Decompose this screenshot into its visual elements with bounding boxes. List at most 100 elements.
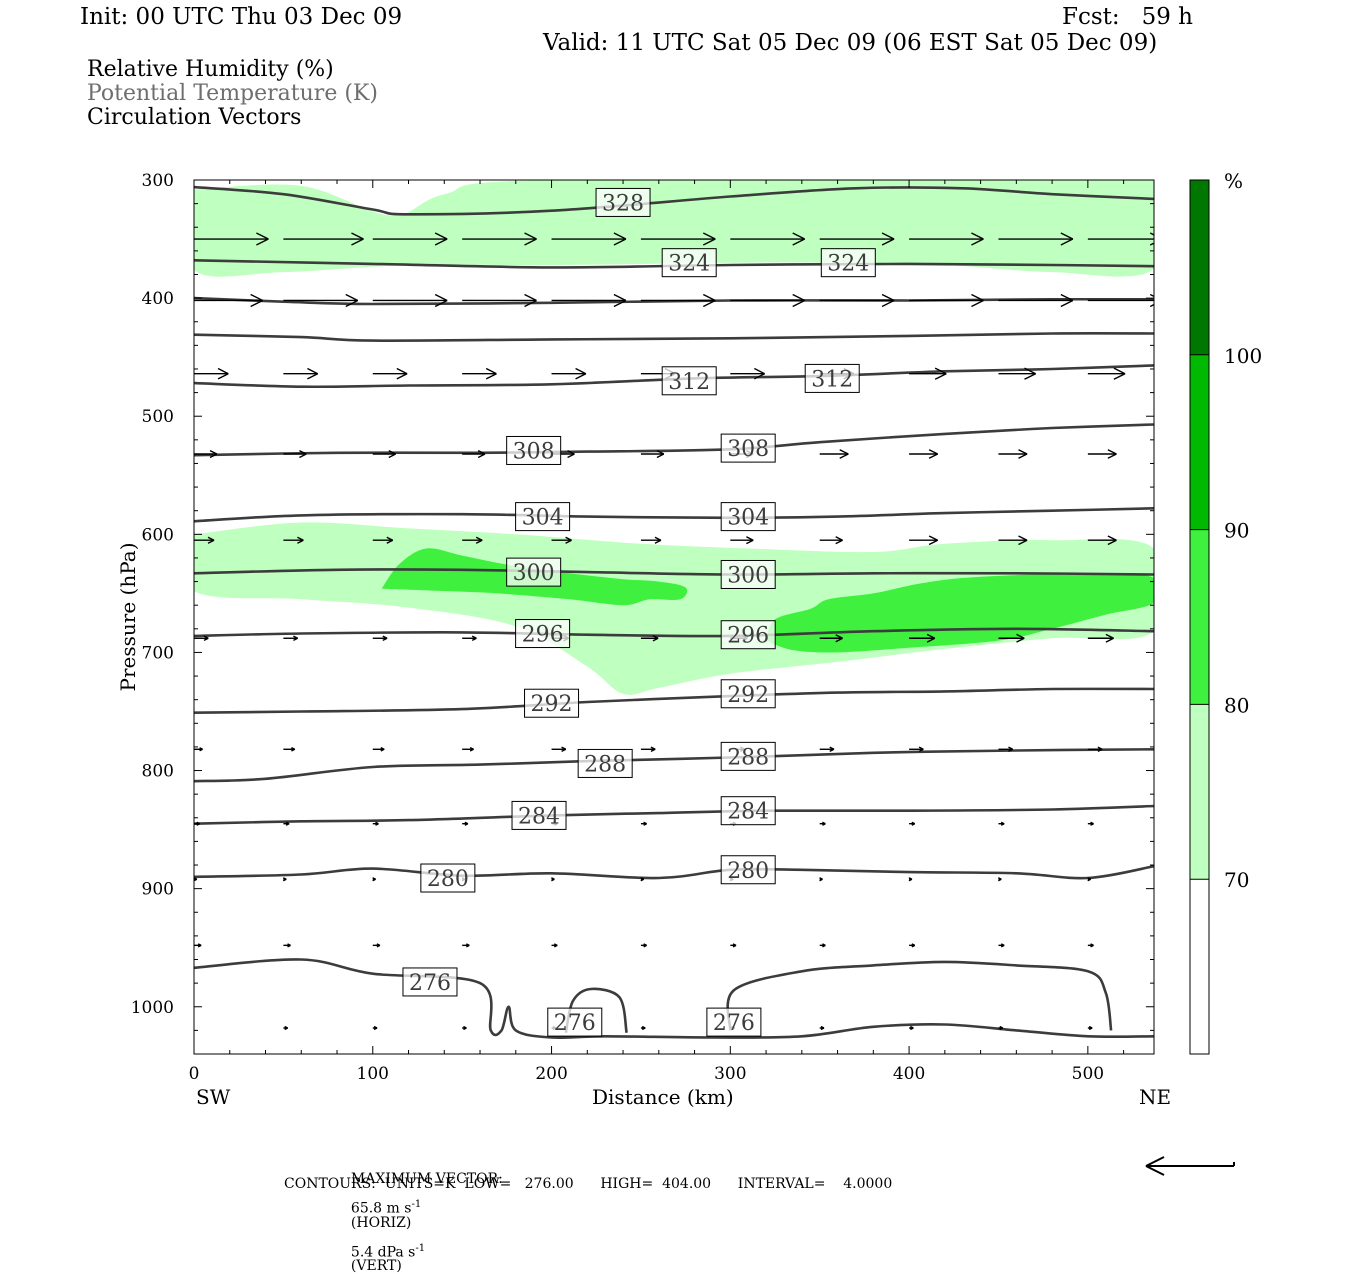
- theta-label-text: 292: [727, 683, 769, 708]
- vector-arrow: [551, 877, 555, 882]
- vector-arrow: [730, 821, 737, 826]
- vector-arrow: [1087, 943, 1094, 948]
- vector-arrow: [640, 635, 659, 642]
- vector-arrow: [372, 821, 379, 826]
- y-axis-label: Pressure (hPa): [116, 542, 140, 692]
- x-tick-label: 400: [893, 1064, 925, 1084]
- x-axis-label: Distance (km): [592, 1085, 734, 1109]
- theta-label-276: 276: [547, 1007, 603, 1037]
- theta-label-324: 324: [661, 248, 717, 278]
- theta-contour-320: [194, 296, 1154, 306]
- vector-arrow: [551, 536, 572, 544]
- vector-arrow: [194, 536, 215, 544]
- theta-contour-288: [194, 748, 1154, 783]
- theta-contour-300: [194, 568, 1154, 576]
- vector-arrow: [462, 232, 537, 246]
- theta-contour-276: [194, 958, 1154, 1040]
- vector-arrow: [1087, 293, 1154, 308]
- vector-arrow: [730, 1025, 735, 1031]
- vector-arrow: [640, 1025, 646, 1031]
- vector-arrow: [730, 943, 737, 948]
- theta-label-304: 304: [515, 502, 571, 532]
- theta-label-284: 284: [720, 796, 776, 826]
- vector-arrow: [462, 293, 537, 308]
- vector-arrow: [372, 943, 381, 948]
- vector-arrow: [1087, 1025, 1093, 1031]
- colorbar: % 100 90 80 70: [1189, 169, 1262, 1055]
- y-tick-label: 800: [142, 762, 174, 782]
- rh-region-80-90: [381, 548, 688, 606]
- vector-arrow: [640, 293, 716, 308]
- vector-arrow: [819, 877, 823, 882]
- vector-arrow: [998, 633, 1025, 643]
- vector-arrow: [909, 633, 936, 643]
- theta-contour-276: [726, 960, 1113, 1031]
- vector-arrow: [194, 367, 229, 380]
- colorbar-tick-label: 90: [1224, 519, 1249, 543]
- max-vert-exp: -1: [415, 1242, 426, 1254]
- theta-label-text: 296: [727, 624, 769, 649]
- y-tick-label: 700: [142, 643, 174, 663]
- colorbar-tick-label: 80: [1224, 693, 1249, 717]
- vector-arrow: [819, 746, 835, 753]
- vector-arrow: [372, 877, 376, 882]
- vector-arrow: [551, 293, 627, 308]
- vector-arrow: [819, 449, 849, 459]
- vector-arrow: [640, 877, 645, 882]
- vector-arrow: [194, 449, 218, 459]
- vector-arrow: [998, 232, 1074, 246]
- contours-info: CONTOURS: UNITS=K LOW= 276.00 HIGH= 404.…: [284, 1176, 893, 1192]
- field-vectors-label: Circulation Vectors: [87, 105, 302, 130]
- x-tick-label: 100: [357, 1064, 389, 1084]
- theta-label-text: 308: [513, 439, 555, 464]
- rh-region-70-80: [194, 180, 1154, 277]
- axes: 0 100 200 300 400 500 300 400 500 600 700 800 900 100…: [131, 171, 1154, 1084]
- theta-label-text: 300: [513, 561, 555, 586]
- theta-contour-296: [194, 627, 1154, 638]
- theta-label-312: 312: [804, 363, 860, 393]
- theta-label-276: 276: [706, 1007, 762, 1037]
- theta-contour-324: [194, 259, 1154, 269]
- theta-label-text: 304: [522, 506, 564, 531]
- vector-arrow: [551, 943, 558, 948]
- vector-arrow: [283, 367, 319, 380]
- vector-arrow: [909, 293, 984, 308]
- theta-label-text: 288: [584, 752, 626, 777]
- vector-arrow: [909, 367, 947, 380]
- x-end-left-label: SW: [196, 1085, 231, 1109]
- vector-arrow: [909, 943, 916, 948]
- vector-arrow: [551, 746, 567, 753]
- vector-arrow: [462, 449, 486, 459]
- theta-label-288: 288: [577, 748, 633, 778]
- vector-arrow: [551, 1025, 557, 1031]
- vector-arrow: [1087, 746, 1103, 753]
- vector-arrow: [640, 367, 676, 380]
- vector-arrow: [998, 367, 1036, 380]
- circulation-vectors: [194, 232, 1154, 1031]
- vector-arrow: [640, 449, 665, 459]
- x-tick-label: 0: [189, 1064, 200, 1084]
- vector-arrow: [909, 746, 924, 753]
- vector-arrow: [819, 1025, 825, 1031]
- colorbar-bin: [1190, 354, 1209, 530]
- vector-arrow: [819, 943, 826, 948]
- y-tick-label: 600: [142, 525, 174, 545]
- vector-arrow: [283, 293, 359, 308]
- theta-label-304: 304: [720, 502, 776, 532]
- vector-arrow: [998, 877, 1002, 882]
- vector-arrow: [819, 232, 895, 246]
- theta-contour-308: [194, 423, 1154, 457]
- init-time: Init: 00 UTC Thu 03 Dec 09: [80, 4, 403, 30]
- plot-frame: [193, 179, 1155, 1055]
- vector-arrow: [194, 635, 209, 642]
- vector-arrow: [1087, 232, 1154, 246]
- theta-label-292: 292: [720, 679, 776, 709]
- vector-arrow: [194, 943, 202, 948]
- max-horiz-exp: -1: [411, 1199, 422, 1210]
- theta-label-280: 280: [720, 855, 776, 885]
- y-tick-label: 500: [142, 407, 174, 427]
- vector-arrow: [730, 449, 754, 459]
- vector-arrow: [730, 536, 754, 545]
- vector-arrow: [462, 821, 469, 826]
- theta-label-296: 296: [720, 620, 776, 650]
